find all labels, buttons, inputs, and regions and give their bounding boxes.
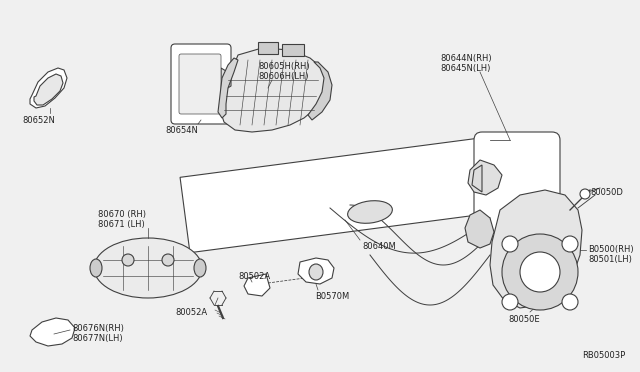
- FancyBboxPatch shape: [474, 132, 560, 238]
- Polygon shape: [490, 190, 582, 308]
- Ellipse shape: [309, 264, 323, 280]
- Text: 80502A: 80502A: [238, 272, 270, 281]
- Polygon shape: [180, 137, 495, 253]
- Circle shape: [520, 252, 560, 292]
- Ellipse shape: [94, 238, 202, 298]
- Ellipse shape: [348, 201, 392, 223]
- Text: 80501(LH): 80501(LH): [588, 255, 632, 264]
- FancyBboxPatch shape: [179, 54, 221, 114]
- Ellipse shape: [194, 259, 206, 277]
- Text: 80640M: 80640M: [362, 242, 396, 251]
- Polygon shape: [308, 62, 332, 120]
- Polygon shape: [298, 258, 334, 284]
- Circle shape: [122, 254, 134, 266]
- Text: 80670 (RH): 80670 (RH): [98, 210, 146, 219]
- Polygon shape: [218, 58, 238, 118]
- Polygon shape: [30, 68, 67, 108]
- Text: 80676N(RH): 80676N(RH): [72, 324, 124, 333]
- Circle shape: [502, 294, 518, 310]
- Polygon shape: [465, 210, 494, 248]
- Text: RB05003P: RB05003P: [582, 351, 625, 360]
- Polygon shape: [34, 74, 63, 105]
- Circle shape: [562, 236, 578, 252]
- FancyBboxPatch shape: [171, 44, 231, 124]
- Polygon shape: [220, 48, 326, 132]
- Polygon shape: [221, 68, 231, 92]
- Text: 80050D: 80050D: [590, 188, 623, 197]
- Text: 80654N: 80654N: [165, 126, 198, 135]
- Text: 80605H(RH): 80605H(RH): [258, 62, 310, 71]
- Text: 80645N(LH): 80645N(LH): [440, 64, 490, 73]
- Polygon shape: [30, 318, 75, 346]
- Text: B0570M: B0570M: [315, 292, 349, 301]
- Text: 80652N: 80652N: [22, 116, 55, 125]
- Circle shape: [502, 234, 578, 310]
- Circle shape: [562, 294, 578, 310]
- Circle shape: [502, 236, 518, 252]
- Text: 80677N(LH): 80677N(LH): [72, 334, 123, 343]
- Polygon shape: [258, 42, 278, 54]
- Circle shape: [162, 254, 174, 266]
- Circle shape: [580, 189, 590, 199]
- Text: 80606H(LH): 80606H(LH): [258, 72, 308, 81]
- Polygon shape: [282, 44, 304, 56]
- Ellipse shape: [90, 259, 102, 277]
- Text: 80052A: 80052A: [175, 308, 207, 317]
- Text: 80671 (LH): 80671 (LH): [98, 220, 145, 229]
- Text: 80644N(RH): 80644N(RH): [440, 54, 492, 63]
- Polygon shape: [472, 165, 482, 192]
- Text: 80050E: 80050E: [508, 315, 540, 324]
- Text: B0500(RH): B0500(RH): [588, 245, 634, 254]
- Polygon shape: [468, 160, 502, 195]
- Polygon shape: [244, 274, 270, 296]
